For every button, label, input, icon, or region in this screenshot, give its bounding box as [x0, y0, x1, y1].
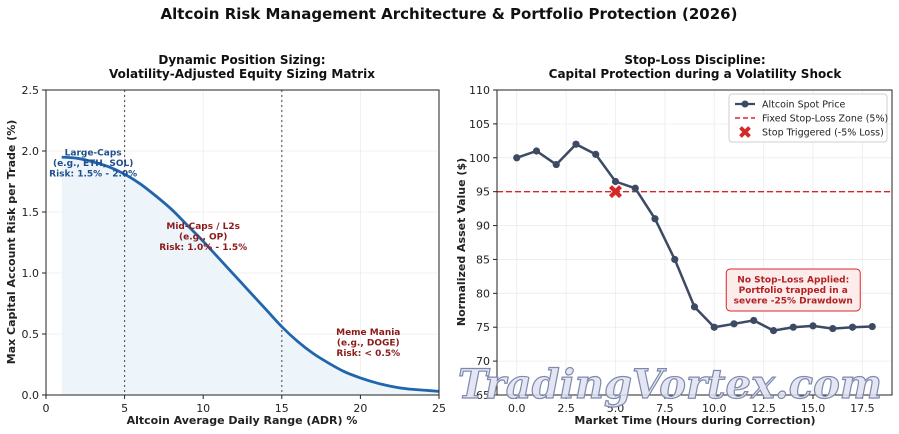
left-annotation-0-line-0: Large-Caps — [65, 149, 122, 159]
left-xtick-label-5: 25 — [432, 402, 446, 415]
left-reference-lines — [124, 90, 283, 395]
right-xtick-label-7: 17.5 — [850, 402, 875, 415]
annotation-box — [725, 268, 861, 312]
spot-price-point-0 — [513, 154, 521, 162]
right-annotation: No Stop-Loss Applied:Portfolio trapped i… — [725, 268, 861, 312]
spot-price-point-3 — [572, 140, 580, 148]
right-ytick-label-8: 105 — [469, 118, 490, 131]
left-annotations: Large-Caps(e.g., ETH, SOL)Risk: 1.5% - 2… — [49, 149, 400, 359]
right-ticks: 0.0 2.5 5.0 7.5 10.0 12.5 15.0 17.5 65 70 75 80 85 90… — [469, 84, 875, 415]
legend-label-1: Fixed Stop-Loss Zone (5%) — [762, 114, 888, 125]
spot-price-point-12 — [750, 316, 758, 325]
left-area-fill — [61, 157, 439, 395]
spot-price-point-16 — [829, 324, 837, 333]
right-annotation-0-line-0: No Stop-Loss Applied: — [737, 275, 849, 285]
right-xtick-label-0: 0.0 — [508, 402, 526, 415]
right-chart-title: Stop-Loss Discipline: — [624, 53, 765, 67]
watermark-logo: TradingVortex.com — [458, 361, 882, 408]
legend-swatch-stop-marker — [739, 126, 751, 138]
spot-price-point-7 — [651, 215, 659, 223]
spot-price-point-14 — [789, 323, 797, 331]
right-annotation-0-line-1: Portfolio trapped in a — [739, 286, 848, 296]
right-ytick-label-9: 110 — [469, 84, 490, 97]
legend-label-2: Stop Triggered (-5% Loss) — [762, 128, 884, 139]
position-sizing-chart: Dynamic Position Sizing: Volatility-Adju… — [5, 53, 446, 427]
right-annotation-0-line-2: severe -25% Drawdown — [734, 296, 853, 306]
left-ytick-label-2: 1.0 — [22, 267, 40, 280]
left-annotation-0-line-1: (e.g., ETH, SOL) — [53, 159, 133, 169]
left-annotation-1-line-2: Risk: 1.0% - 1.5% — [159, 243, 247, 253]
left-annotation-2-line-2: Risk: < 0.5% — [336, 349, 400, 359]
legend-box — [728, 93, 888, 143]
left-risk-curve — [61, 155, 440, 393]
right-ytick-label-7: 100 — [469, 152, 490, 165]
right-chart-subtitle: Capital Protection during a Volatility S… — [549, 67, 843, 81]
left-ytick-label-4: 2.0 — [22, 145, 40, 158]
left-y-axis-label: Max Capital Account Risk per Trade (%) — [5, 120, 18, 364]
right-x-axis-label: Market Time (Hours during Correction) — [574, 414, 815, 427]
right-ytick-label-0: 65 — [476, 389, 490, 402]
legend-label-0: Altcoin Spot Price — [762, 100, 846, 111]
left-xtick-label-4: 20 — [353, 402, 367, 415]
spot-price-point-2 — [552, 160, 560, 169]
right-axes-frame — [496, 89, 893, 396]
legend: Altcoin Spot Price Fixed Stop-Loss Zone (… — [728, 93, 888, 143]
right-ytick-label-1: 70 — [476, 355, 490, 368]
spot-price-point-9 — [690, 303, 699, 311]
spot-price-point-15 — [809, 322, 817, 330]
right-xtick-label-1: 2.5 — [557, 402, 575, 415]
spot-price-point-17 — [848, 323, 857, 331]
spot-price-point-10 — [710, 323, 718, 331]
right-y-axis-label: Normalized Asset Value ($) — [455, 158, 468, 326]
spot-price-point-13 — [769, 327, 778, 335]
left-xtick-label-3: 15 — [275, 402, 289, 415]
left-ytick-label-3: 1.5 — [22, 206, 40, 219]
spot-price-point-11 — [730, 320, 738, 328]
right-ytick-label-5: 90 — [476, 220, 490, 233]
left-ytick-label-0: 0.0 — [22, 389, 40, 402]
spot-price-point-18 — [868, 322, 876, 331]
right-xtick-label-6: 15.0 — [801, 402, 826, 415]
left-annotation-1-line-1: (e.g., OP) — [179, 232, 227, 242]
left-annotation-2-line-0: Meme Mania — [336, 328, 400, 338]
right-ytick-label-4: 85 — [476, 253, 490, 266]
spot-price-point-1 — [532, 147, 541, 155]
left-axes-frame — [45, 89, 440, 396]
left-xtick-label-1: 5 — [121, 402, 128, 415]
stop-triggered-x-mark — [608, 185, 623, 199]
spot-price-point-8 — [671, 255, 679, 264]
spot-price-point-6 — [631, 184, 639, 192]
left-ticks: 0 5 10 15 20 25 0.0 0.5 1.0 1.5 2.0 2.5 — [22, 84, 447, 415]
left-ytick-label-1: 0.5 — [22, 328, 40, 341]
right-ytick-label-2: 75 — [476, 321, 490, 334]
left-chart-title: Dynamic Position Sizing: — [158, 53, 325, 67]
left-annotation-2-line-1: (e.g., DOGE) — [337, 339, 400, 349]
stop-loss-chart: Stop-Loss Discipline: Capital Protection… — [455, 53, 893, 427]
right-ytick-label-6: 95 — [476, 186, 490, 199]
left-annotation-0-line-2: Risk: 1.5% - 2.0% — [49, 170, 137, 180]
right-xtick-label-4: 10.0 — [702, 402, 727, 415]
spot-price-point-4 — [592, 150, 600, 158]
spot-price-point-5 — [611, 177, 620, 186]
right-ytick-label-3: 80 — [476, 287, 490, 300]
right-xtick-label-3: 7.5 — [656, 402, 674, 415]
left-x-axis-label: Altcoin Average Daily Range (ADR) % — [127, 414, 358, 427]
left-ytick-label-5: 2.5 — [22, 84, 40, 97]
left-annotation-1-line-0: Mid-Caps / L2s — [166, 222, 240, 232]
left-xtick-label-2: 10 — [196, 402, 210, 415]
spot-price-points — [513, 140, 876, 335]
left-chart-subtitle: Volatility-Adjusted Equity Sizing Matrix — [109, 67, 375, 81]
right-xtick-label-2: 5.0 — [607, 402, 625, 415]
right-xtick-label-5: 12.5 — [751, 402, 776, 415]
figure-title: Altcoin Risk Management Architecture & P… — [161, 5, 738, 23]
stop-triggered-marker — [608, 185, 623, 199]
legend-swatch-spot-point — [741, 100, 749, 108]
left-xtick-label-0: 0 — [43, 402, 50, 415]
